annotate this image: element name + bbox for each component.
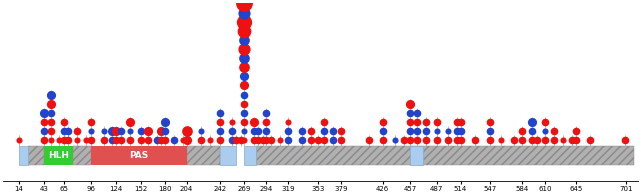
Text: HLH: HLH xyxy=(48,151,69,160)
Bar xyxy=(187,146,221,165)
Bar xyxy=(256,146,634,165)
Bar xyxy=(28,146,44,165)
Text: PAS: PAS xyxy=(129,151,149,160)
Bar xyxy=(91,146,187,165)
Bar xyxy=(410,146,424,165)
Bar xyxy=(44,146,72,165)
Bar xyxy=(72,146,91,165)
Bar xyxy=(221,146,236,165)
Bar xyxy=(244,146,256,165)
Bar xyxy=(19,146,28,165)
